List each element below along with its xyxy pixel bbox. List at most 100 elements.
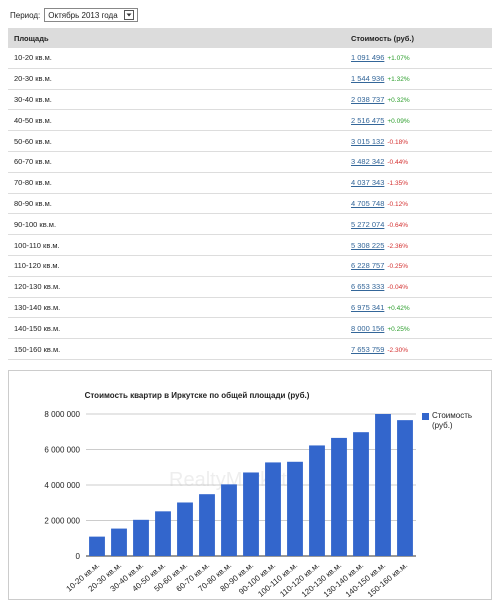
y-tick-label: 8 000 000 bbox=[44, 410, 80, 419]
area-cell: 120-130 кв.м. bbox=[8, 276, 345, 298]
bar bbox=[287, 461, 303, 556]
area-cell: 80-90 кв.м. bbox=[8, 193, 345, 215]
area-cell: 10-20 кв.м. bbox=[8, 48, 345, 69]
price-cell: 5 272 074 -0.64% bbox=[345, 213, 492, 236]
bar bbox=[353, 432, 369, 556]
chart-container: Стоимость квартир в Иркутске по общей пл… bbox=[8, 370, 492, 600]
table-row: 50-60 кв.м. 3 015 132 -0.18% bbox=[8, 130, 492, 152]
table-row: 90-100 кв.м. 5 272 074 -0.64% bbox=[8, 213, 492, 236]
bar bbox=[397, 420, 413, 556]
table-row: 130-140 кв.м. 6 975 341 +0.42% bbox=[8, 297, 492, 319]
table-row: 120-130 кв.м. 6 653 333 -0.04% bbox=[8, 276, 492, 298]
price-change: +1.07% bbox=[387, 55, 410, 63]
price-link[interactable]: 4 037 343 bbox=[351, 178, 385, 188]
table-row: 70-80 кв.м. 4 037 343 -1.35% bbox=[8, 172, 492, 194]
price-cell: 6 975 341 +0.42% bbox=[345, 297, 492, 319]
price-cell: 7 653 759 -2.30% bbox=[345, 338, 492, 360]
bar bbox=[243, 472, 259, 556]
price-cell: 1 544 936 +1.32% bbox=[345, 68, 492, 90]
bar bbox=[89, 536, 105, 556]
bar bbox=[375, 413, 391, 556]
table-row: 20-30 кв.м. 1 544 936 +1.32% bbox=[8, 68, 492, 90]
table-row: 80-90 кв.м. 4 705 748 -0.12% bbox=[8, 193, 492, 215]
bar bbox=[133, 519, 149, 556]
legend-label: Стоимость (руб.) bbox=[432, 411, 473, 430]
table-row: 40-50 кв.м. 2 516 475 +0.09% bbox=[8, 109, 492, 132]
price-cell: 3 482 342 -0.44% bbox=[345, 151, 492, 173]
price-link[interactable]: 6 653 333 bbox=[351, 282, 385, 292]
price-link[interactable]: 2 038 737 bbox=[351, 94, 385, 104]
bar bbox=[111, 528, 127, 556]
price-change: -0.25% bbox=[387, 263, 408, 271]
price-change: +0.25% bbox=[387, 325, 410, 333]
area-cell: 60-70 кв.м. bbox=[8, 151, 345, 173]
area-cell: 30-40 кв.м. bbox=[8, 89, 345, 111]
area-cell: 70-80 кв.м. bbox=[8, 172, 345, 194]
price-change: +0.09% bbox=[387, 117, 410, 125]
y-tick-label: 0 bbox=[76, 552, 81, 561]
price-link[interactable]: 5 308 225 bbox=[351, 240, 385, 250]
price-link[interactable]: 6 228 757 bbox=[351, 261, 385, 271]
price-change: +0.32% bbox=[387, 96, 410, 104]
price-table: Площадь Стоимость (руб.) 10-20 кв.м. 1 09… bbox=[8, 28, 492, 360]
bar bbox=[177, 502, 193, 556]
price-cell: 1 091 496 +1.07% bbox=[345, 48, 492, 69]
price-change: -0.12% bbox=[387, 200, 408, 208]
price-link[interactable]: 7 653 759 bbox=[351, 344, 385, 354]
select-arrow bbox=[123, 10, 134, 20]
price-link[interactable]: 3 482 342 bbox=[351, 157, 385, 167]
y-tick-label: 4 000 000 bbox=[44, 481, 80, 490]
area-cell: 110-120 кв.м. bbox=[8, 255, 345, 277]
price-change: -1.35% bbox=[387, 180, 408, 188]
table-row: 30-40 кв.м. 2 038 737 +0.32% bbox=[8, 89, 492, 111]
table-row: 150-160 кв.м. 7 653 759 -2.30% bbox=[8, 338, 492, 360]
price-change: -2.30% bbox=[387, 346, 408, 354]
price-link[interactable]: 4 705 748 bbox=[351, 198, 385, 208]
table-row: 100-110 кв.м. 5 308 225 -2.36% bbox=[8, 234, 492, 256]
y-tick-label: 6 000 000 bbox=[44, 446, 80, 455]
price-cell: 5 308 225 -2.36% bbox=[345, 234, 492, 256]
y-tick-label: 2 000 000 bbox=[44, 517, 80, 526]
price-change: +0.42% bbox=[387, 304, 410, 312]
price-link[interactable]: 1 091 496 bbox=[351, 53, 385, 63]
area-cell: 50-60 кв.м. bbox=[8, 130, 345, 152]
period: Период: Октябрь 2013 года bbox=[10, 8, 138, 22]
header-row: Площадь Стоимость (руб.) bbox=[8, 28, 492, 48]
header-cell: Стоимость (руб.) bbox=[345, 28, 492, 48]
price-cell: 4 037 343 -1.35% bbox=[345, 172, 492, 194]
bar bbox=[309, 445, 325, 556]
area-cell: 100-110 кв.м. bbox=[8, 234, 345, 256]
legend-swatch bbox=[422, 413, 429, 420]
price-link[interactable]: 2 516 475 bbox=[351, 115, 385, 125]
bar bbox=[199, 494, 215, 556]
price-change: -0.64% bbox=[387, 221, 408, 229]
bar bbox=[265, 462, 281, 556]
price-change: -0.18% bbox=[387, 138, 408, 146]
table-row: 140-150 кв.м. 8 000 156 +0.25% bbox=[8, 317, 492, 340]
period-select[interactable]: Октябрь 2013 года bbox=[44, 8, 138, 22]
price-change: -2.36% bbox=[387, 242, 408, 250]
bar bbox=[221, 484, 237, 556]
price-link[interactable]: 1 544 936 bbox=[351, 74, 385, 84]
header-cell: Площадь bbox=[8, 28, 345, 48]
price-cell: 2 038 737 +0.32% bbox=[345, 89, 492, 111]
price-cell: 8 000 156 +0.25% bbox=[345, 317, 492, 340]
table-row: 110-120 кв.м. 6 228 757 -0.25% bbox=[8, 255, 492, 277]
price-link[interactable]: 5 272 074 bbox=[351, 219, 385, 229]
bar bbox=[155, 511, 171, 556]
table-row: 10-20 кв.м. 1 091 496 +1.07% bbox=[8, 48, 492, 69]
area-cell: 130-140 кв.м. bbox=[8, 297, 345, 319]
price-cell: 3 015 132 -0.18% bbox=[345, 130, 492, 152]
price-change: -0.04% bbox=[387, 284, 408, 292]
price-link[interactable]: 8 000 156 bbox=[351, 323, 385, 333]
price-cell: 4 705 748 -0.12% bbox=[345, 193, 492, 215]
area-cell: 20-30 кв.м. bbox=[8, 68, 345, 90]
period-label: Период: bbox=[10, 10, 41, 20]
area-cell: 90-100 кв.м. bbox=[8, 213, 345, 236]
price-link[interactable]: 3 015 132 bbox=[351, 136, 385, 146]
price-cell: 2 516 475 +0.09% bbox=[345, 109, 492, 132]
price-link[interactable]: 6 975 341 bbox=[351, 302, 385, 312]
price-change: +1.32% bbox=[387, 76, 410, 84]
price-cell: 6 228 757 -0.25% bbox=[345, 255, 492, 277]
